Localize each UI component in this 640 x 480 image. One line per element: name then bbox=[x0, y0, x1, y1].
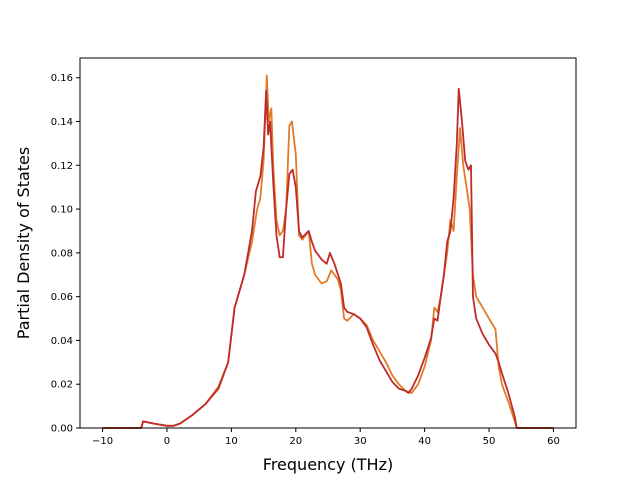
x-tick-label: 40 bbox=[418, 436, 431, 447]
x-tick-label: 50 bbox=[483, 436, 496, 447]
series-line-1 bbox=[102, 74, 554, 429]
y-tick-label: 0.16 bbox=[51, 73, 73, 84]
series-layer bbox=[102, 74, 554, 429]
y-axis-ticks: 0.00 0.02 0.04 0.06 0.08 0.10 0.12 0.14 0.16 bbox=[51, 73, 80, 435]
y-tick-label: 0.14 bbox=[51, 117, 73, 128]
y-tick-label: 0.10 bbox=[51, 205, 73, 216]
x-tick-label: 0 bbox=[164, 436, 170, 447]
x-axis-label: Frequency (THz) bbox=[263, 455, 393, 474]
y-tick-label: 0.02 bbox=[51, 380, 73, 391]
y-tick-label: 0.04 bbox=[51, 336, 73, 347]
y-tick-label: 0.12 bbox=[51, 161, 73, 172]
y-tick-label: 0.08 bbox=[51, 248, 73, 259]
y-axis-label: Partial Density of States bbox=[14, 147, 33, 339]
x-tick-label: −10 bbox=[92, 436, 113, 447]
y-tick-label: 0.00 bbox=[51, 424, 73, 435]
x-tick-label: 10 bbox=[225, 436, 238, 447]
y-tick-label: 0.06 bbox=[51, 292, 73, 303]
x-tick-label: 20 bbox=[289, 436, 302, 447]
plot-frame bbox=[79, 57, 577, 429]
series-line-2 bbox=[102, 87, 554, 429]
x-tick-label: 60 bbox=[547, 436, 560, 447]
x-axis-ticks: −10 0 10 20 30 40 50 60 bbox=[92, 428, 560, 447]
x-tick-label: 30 bbox=[354, 436, 367, 447]
